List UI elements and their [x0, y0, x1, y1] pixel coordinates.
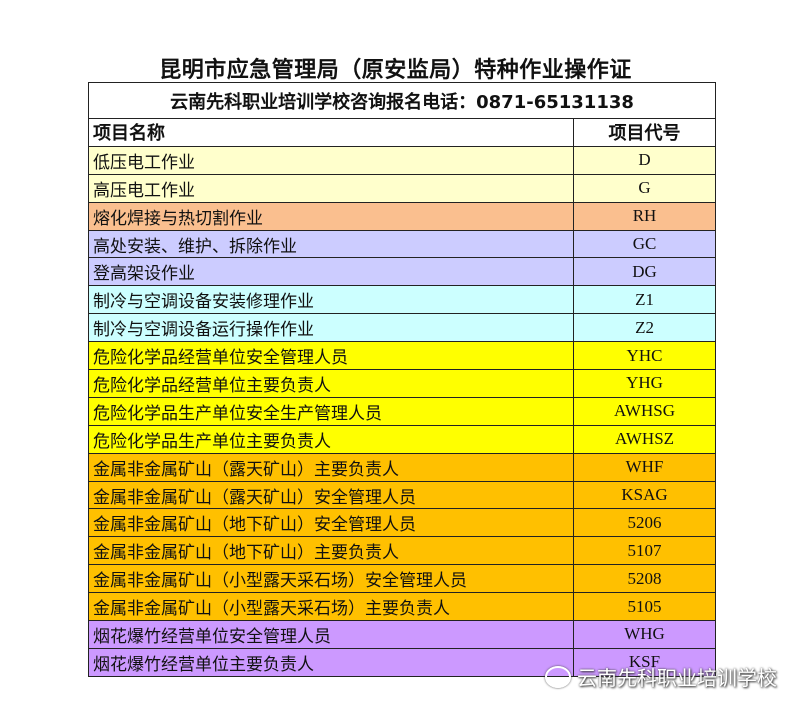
- item-code: AWHSG: [572, 396, 717, 426]
- item-name: 金属非金属矿山（小型露天采石场）安全管理人员: [88, 564, 574, 594]
- item-code: GC: [572, 229, 717, 259]
- item-name: 危险化学品生产单位主要负责人: [88, 424, 574, 454]
- item-code: G: [572, 173, 717, 203]
- table-row: 熔化焊接与热切割作业 RH: [88, 201, 717, 231]
- item-code: 5206: [572, 508, 717, 538]
- table-row: 制冷与空调设备运行操作作业 Z2: [88, 313, 717, 343]
- item-name: 危险化学品经营单位安全管理人员: [88, 341, 574, 371]
- item-code: RH: [572, 201, 717, 231]
- table-row: 金属非金属矿山（地下矿山）主要负责人 5107: [88, 536, 717, 566]
- item-name: 低压电工作业: [88, 145, 574, 175]
- item-name: 制冷与空调设备运行操作作业: [88, 313, 574, 343]
- item-code: DG: [572, 257, 717, 287]
- item-code: D: [572, 145, 717, 175]
- item-code: WHF: [572, 452, 717, 482]
- item-name: 制冷与空调设备安装修理作业: [88, 285, 574, 315]
- header-name: 项目名称: [88, 118, 574, 147]
- item-code: 5105: [572, 592, 717, 622]
- table-row: 危险化学品经营单位安全管理人员 YHC: [88, 341, 717, 371]
- table-row: 危险化学品经营单位主要负责人 YHG: [88, 369, 717, 398]
- item-name: 危险化学品经营单位主要负责人: [88, 369, 574, 398]
- phone-row: 云南先科职业培训学校咨询报名电话：0871-65131138: [87, 82, 717, 119]
- item-code: YHC: [572, 341, 717, 371]
- item-name: 金属非金属矿山（小型露天采石场）主要负责人: [88, 592, 574, 622]
- table-row: 金属非金属矿山（露天矿山）主要负责人 WHF: [88, 452, 717, 482]
- table-row: 烟花爆竹经营单位安全管理人员 WHG: [88, 620, 717, 649]
- table-row: 烟花爆竹经营单位主要负责人 KSF: [88, 647, 717, 677]
- watermark: 云南先科职业培训学校: [545, 662, 777, 691]
- item-name: 烟花爆竹经营单位主要负责人: [88, 647, 574, 677]
- table-row: 金属非金属矿山（露天矿山）安全管理人员 KSAG: [88, 480, 717, 510]
- watermark-text: 云南先科职业培训学校: [577, 666, 777, 690]
- table-row: 金属非金属矿山（地下矿山）安全管理人员 5206: [88, 508, 717, 538]
- table-row: 高处安装、维护、拆除作业 GC: [88, 229, 717, 259]
- table-row: 登高架设作业 DG: [88, 257, 717, 287]
- header-row: 项目名称 项目代号: [88, 118, 717, 147]
- item-name: 金属非金属矿山（地下矿山）主要负责人: [88, 536, 574, 566]
- item-code: 5107: [572, 536, 717, 566]
- wechat-icon: [545, 665, 571, 688]
- item-name: 危险化学品生产单位安全生产管理人员: [88, 396, 574, 426]
- table-row: 危险化学品生产单位安全生产管理人员 AWHSG: [88, 396, 717, 426]
- item-name: 烟花爆竹经营单位安全管理人员: [88, 620, 574, 649]
- item-name: 高处安装、维护、拆除作业: [88, 229, 574, 259]
- table-row: 高压电工作业 G: [88, 173, 717, 203]
- item-code: YHG: [572, 369, 717, 398]
- item-code: 5208: [572, 564, 717, 594]
- item-name: 金属非金属矿山（地下矿山）安全管理人员: [88, 508, 574, 538]
- item-name: 高压电工作业: [88, 173, 574, 203]
- item-code: AWHSZ: [572, 424, 717, 454]
- table-row: 制冷与空调设备安装修理作业 Z1: [88, 285, 717, 315]
- item-code: Z1: [572, 285, 717, 315]
- item-code: WHG: [572, 620, 717, 649]
- item-code: KSAG: [572, 480, 717, 510]
- phone-line: 云南先科职业培训学校咨询报名电话：0871-65131138: [87, 82, 717, 119]
- certificate-table: 云南先科职业培训学校咨询报名电话：0871-65131138 项目名称 项目代号…: [87, 82, 717, 677]
- page-title: 昆明市应急管理局（原安监局）特种作业操作证: [159, 57, 632, 83]
- item-name: 熔化焊接与热切割作业: [88, 201, 574, 231]
- item-code: KSF: [572, 647, 717, 677]
- table-row: 低压电工作业 D: [88, 145, 717, 175]
- item-name: 金属非金属矿山（露天矿山）主要负责人: [88, 452, 574, 482]
- item-code: Z2: [572, 313, 717, 343]
- item-name: 登高架设作业: [88, 257, 574, 287]
- item-name: 金属非金属矿山（露天矿山）安全管理人员: [88, 480, 574, 510]
- header-code: 项目代号: [572, 118, 717, 147]
- table-row: 金属非金属矿山（小型露天采石场）安全管理人员 5208: [88, 564, 717, 594]
- table-row: 金属非金属矿山（小型露天采石场）主要负责人 5105: [88, 592, 717, 622]
- table-row: 危险化学品生产单位主要负责人 AWHSZ: [88, 424, 717, 454]
